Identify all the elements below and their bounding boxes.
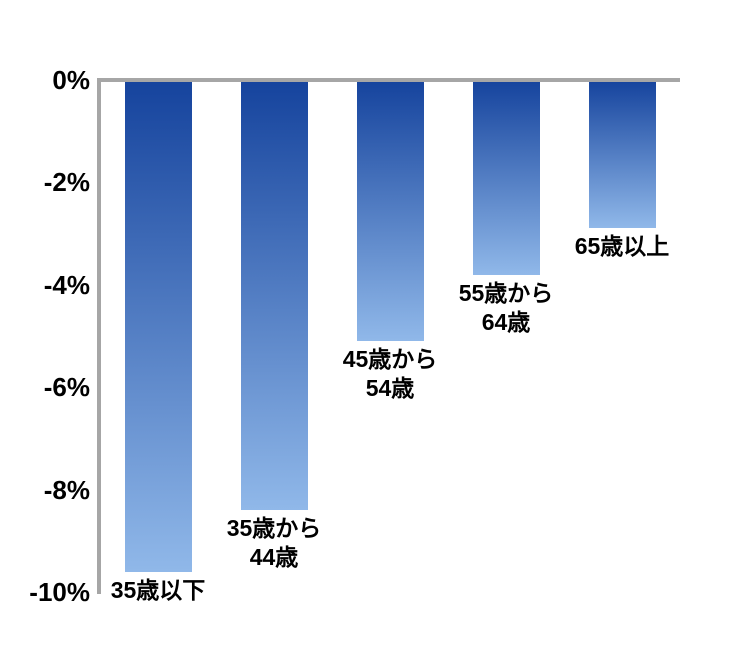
y-tick-label: -2% (43, 167, 90, 198)
bar-category-label-line: 35歳から (226, 515, 322, 542)
bar-category-label: 65歳以上 (506, 232, 738, 261)
bar-category-label: 45歳から 54歳 (274, 345, 506, 403)
bar (356, 80, 424, 342)
bar-category-label: 35歳から 44歳 (158, 514, 390, 572)
bar (240, 80, 308, 511)
y-axis-line (97, 78, 101, 594)
y-tick-label: 0% (52, 65, 90, 95)
bar-category-label-line: 35歳以下 (110, 576, 206, 603)
bar (124, 80, 192, 572)
bar-category-label-line: 45歳から (342, 346, 438, 373)
bar-category-label: 55歳から 64歳 (390, 279, 622, 337)
bar (472, 80, 540, 275)
bar-category-label: 35歳以下 (42, 576, 274, 605)
bar-category-label-line: 44歳 (249, 544, 299, 571)
y-tick-label: -8% (43, 474, 90, 505)
bar-category-label-line: 54歳 (365, 375, 415, 402)
zero-baseline (97, 78, 680, 82)
y-tick-label: -6% (43, 372, 90, 403)
bar-category-label-line: 64歳 (481, 308, 531, 335)
y-tick-label: -10% (29, 577, 90, 607)
bar-category-label-line: 65歳以上 (574, 233, 670, 260)
bar (588, 80, 656, 229)
y-tick-label: -4% (43, 269, 90, 300)
bar-category-label-line: 55歳から (458, 279, 554, 306)
